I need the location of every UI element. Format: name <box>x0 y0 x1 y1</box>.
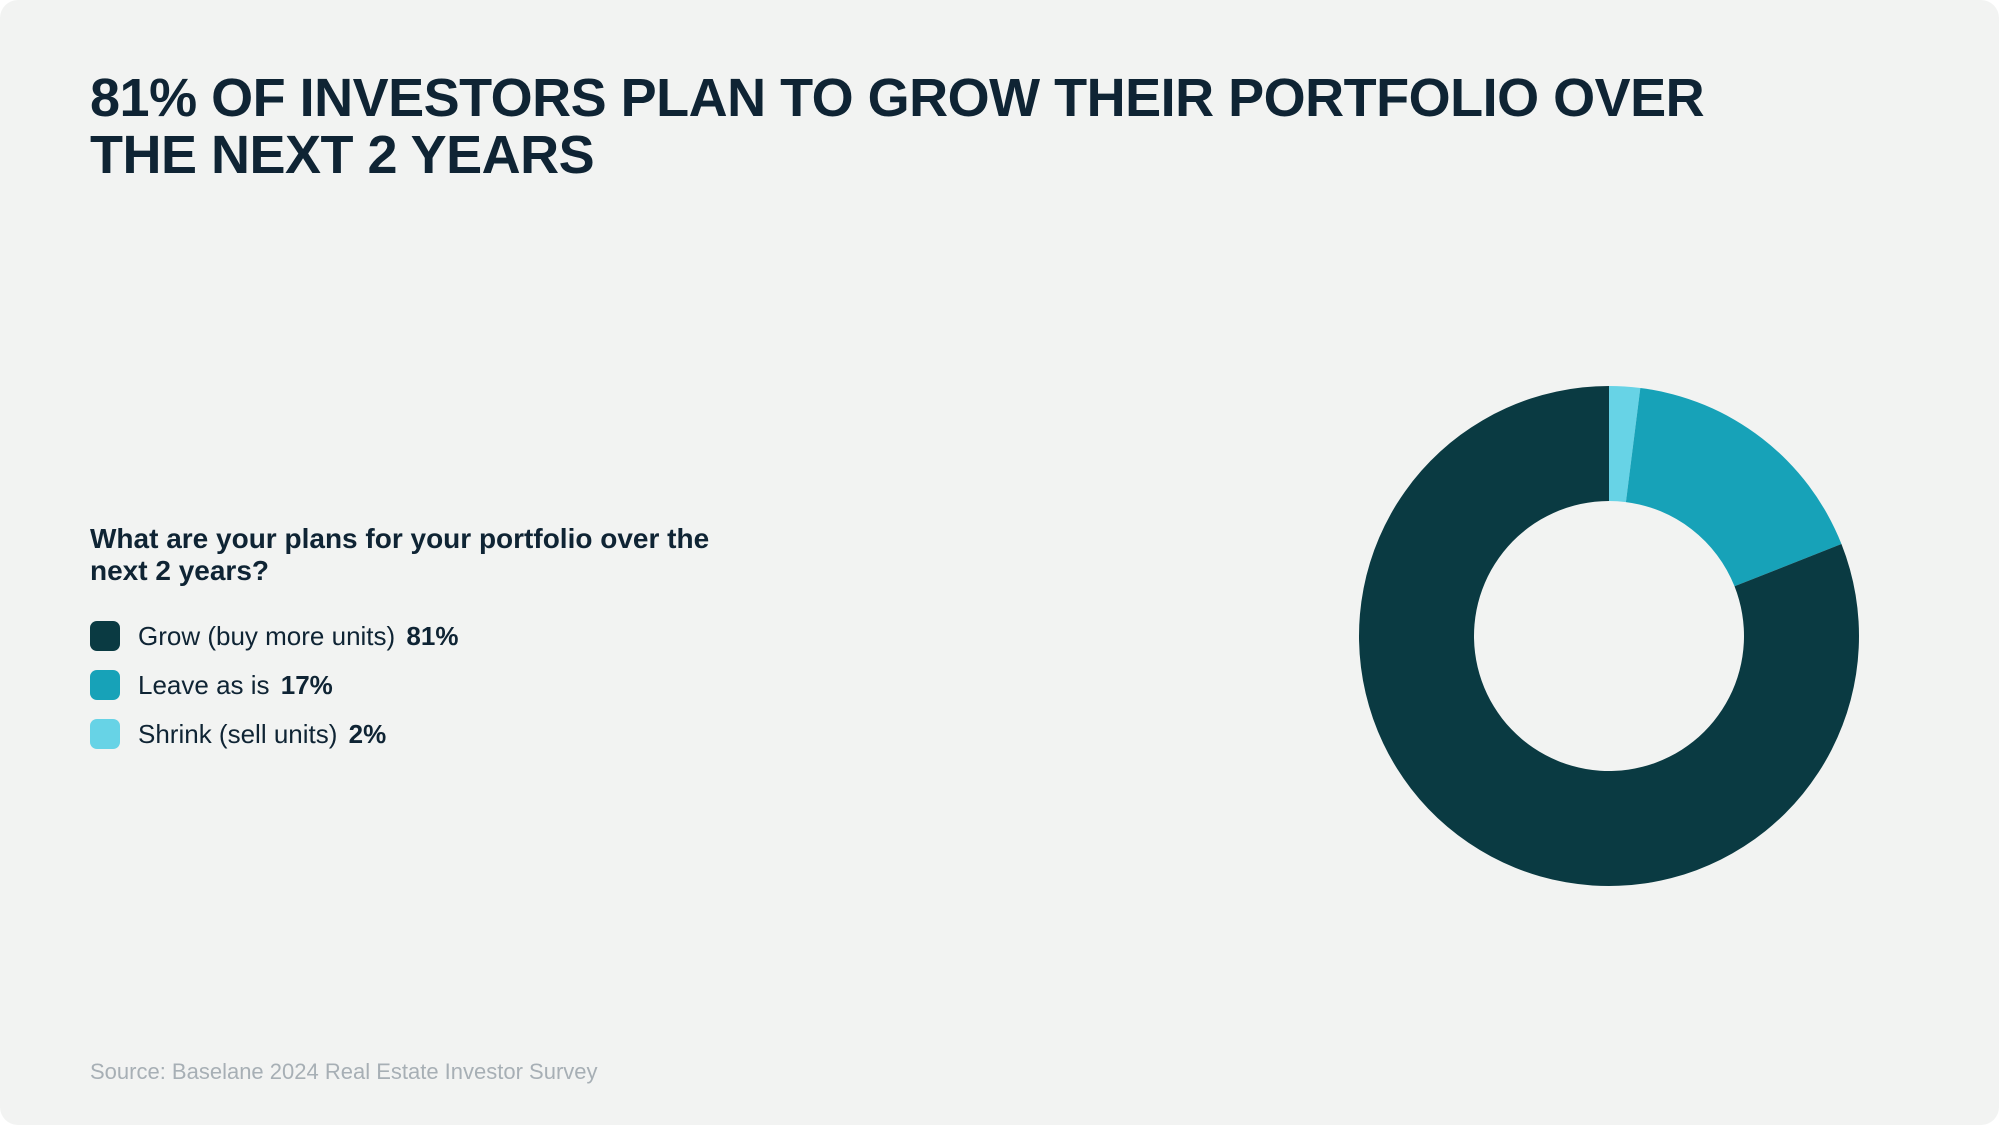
legend-item: Grow (buy more units) 81% <box>90 621 1289 652</box>
legend-swatch <box>90 621 120 651</box>
source-citation: Source: Baselane 2024 Real Estate Invest… <box>90 1059 1909 1085</box>
donut-chart <box>1349 376 1869 896</box>
legend-swatch <box>90 670 120 700</box>
legend-value: 2% <box>349 719 387 749</box>
headline-title: 81% OF INVESTORS PLAN TO GROW THEIR PORT… <box>90 70 1727 183</box>
legend-value: 81% <box>406 621 458 651</box>
infographic-card: 81% OF INVESTORS PLAN TO GROW THEIR PORT… <box>0 0 1999 1125</box>
survey-question: What are your plans for your portfolio o… <box>90 523 730 587</box>
legend-item: Leave as is 17% <box>90 670 1289 701</box>
legend-label: Shrink (sell units) <box>138 719 337 749</box>
donut-slice <box>1626 388 1842 586</box>
chart-legend: Grow (buy more units) 81% Leave as is 17%… <box>90 621 1289 750</box>
legend-column: What are your plans for your portfolio o… <box>90 523 1289 750</box>
legend-swatch <box>90 719 120 749</box>
legend-label: Leave as is <box>138 670 270 700</box>
legend-value: 17% <box>281 670 333 700</box>
legend-item: Shrink (sell units) 2% <box>90 719 1289 750</box>
legend-label: Grow (buy more units) <box>138 621 395 651</box>
chart-column <box>1349 376 1909 896</box>
content-row: What are your plans for your portfolio o… <box>90 223 1909 1049</box>
